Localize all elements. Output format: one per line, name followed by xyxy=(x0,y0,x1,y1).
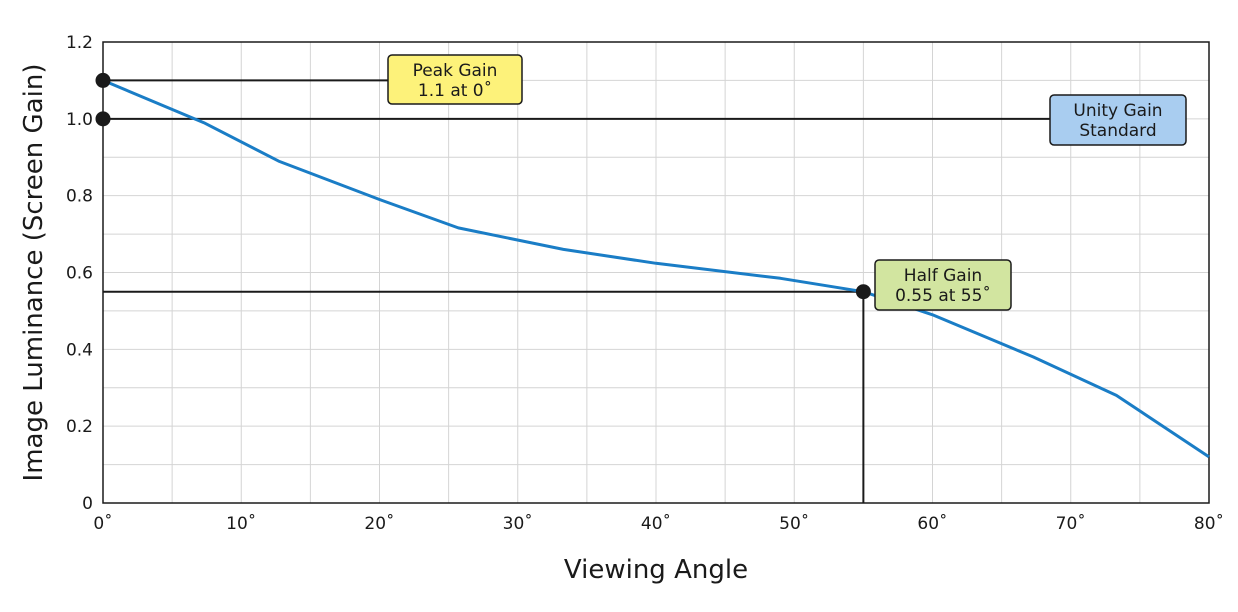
annotation-text: 1.1 at 0˚ xyxy=(418,80,492,101)
x-tick-label: 80˚ xyxy=(1194,513,1224,534)
y-tick-labels: 0 0.2 0.4 0.6 0.8 1.0 1.2 xyxy=(66,33,93,514)
annotation-text: Standard xyxy=(1079,121,1156,141)
y-tick-label: 0.6 xyxy=(66,264,93,284)
annotation-text: Unity Gain xyxy=(1073,101,1162,121)
data-marker xyxy=(95,111,111,127)
annotation-text: Peak Gain xyxy=(413,61,498,81)
x-tick-label: 30˚ xyxy=(503,513,533,534)
markers-group xyxy=(95,72,871,300)
reference-lines xyxy=(103,79,1050,503)
annotation-background xyxy=(1049,94,1187,146)
x-tick-label: 40˚ xyxy=(641,513,671,534)
y-tick-label: 1.2 xyxy=(66,33,93,53)
data-marker xyxy=(855,284,871,300)
annotation-text: Half Gain xyxy=(904,266,982,286)
x-tick-label: 60˚ xyxy=(917,513,947,534)
annotation-background xyxy=(874,259,1012,311)
y-tick-label: 1.0 xyxy=(66,110,93,130)
y-tick-label: 0.4 xyxy=(66,340,93,360)
series-line xyxy=(102,79,1210,459)
x-tick-label: 0˚ xyxy=(93,513,112,534)
series-group xyxy=(102,79,1210,459)
grid xyxy=(103,42,1209,503)
x-tick-label: 70˚ xyxy=(1056,513,1086,534)
x-tick-label: 10˚ xyxy=(226,513,256,534)
y-axis-title: Image Luminance (Screen Gain) xyxy=(19,64,49,482)
plot-frame xyxy=(102,41,1210,504)
annotation-background xyxy=(387,54,523,105)
x-tick-label: 20˚ xyxy=(364,513,394,534)
x-tick-labels: 0˚ 10˚ 20˚ 30˚ 40˚ 50˚ 60˚ 70˚ 80˚ xyxy=(93,513,1224,534)
y-tick-label: 0.8 xyxy=(66,187,93,207)
x-axis-title: Viewing Angle xyxy=(564,555,748,585)
y-tick-label: 0.2 xyxy=(66,417,93,437)
annotation-text: 0.55 at 55˚ xyxy=(895,285,991,306)
data-marker xyxy=(95,72,111,88)
y-tick-label: 0 xyxy=(82,494,93,514)
x-tick-label: 50˚ xyxy=(779,513,809,534)
